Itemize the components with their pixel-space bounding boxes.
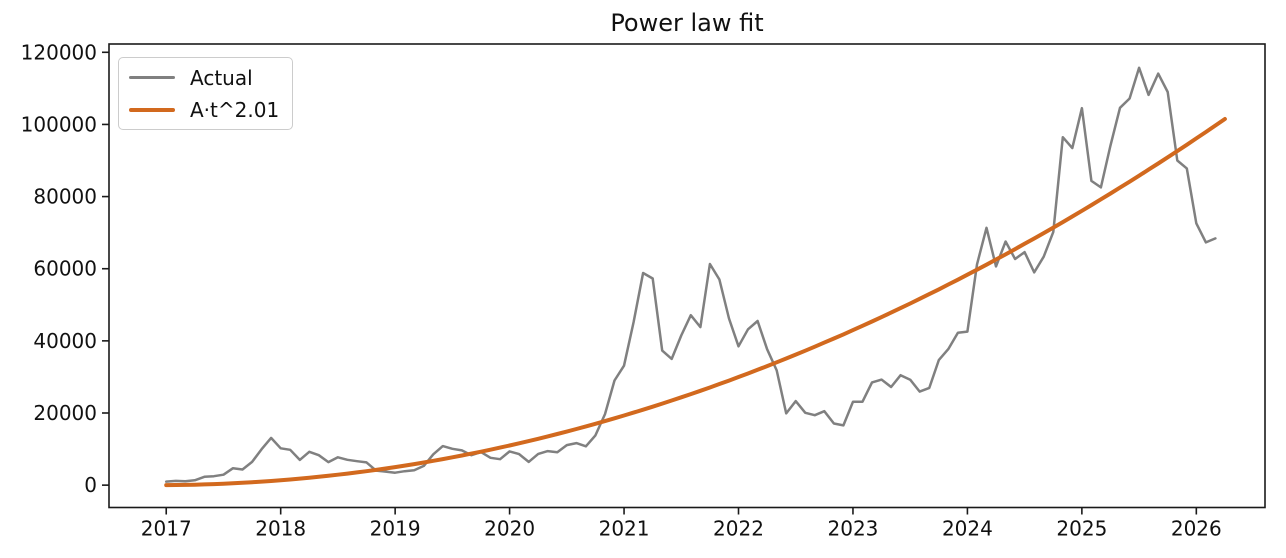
fit-series-line (164, 117, 1227, 488)
y-tick-label: 60000 (33, 257, 97, 281)
x-tick-label: 2020 (484, 517, 535, 541)
x-tick-label: 2023 (828, 517, 879, 541)
y-tick-label: 80000 (33, 185, 97, 209)
y-tick-label: 0 (84, 473, 97, 497)
x-tick-label: 2026 (1171, 517, 1222, 541)
legend: Actual A·t^2.01 (118, 57, 294, 130)
x-tick-label: 2019 (370, 517, 421, 541)
legend-line-swatch (129, 107, 175, 112)
x-tick-label: 2022 (713, 517, 764, 541)
chart-title: Power law fit (610, 9, 764, 37)
plot-frame (108, 43, 1266, 509)
x-tick-label: 2025 (1056, 517, 1107, 541)
y-tick-label: 40000 (33, 329, 97, 353)
x-tick-label: 2021 (599, 517, 650, 541)
y-tick-label: 20000 (33, 401, 97, 425)
x-tick-label: 2017 (141, 517, 192, 541)
legend-item: Actual (129, 66, 279, 89)
legend-item-label: A·t^2.01 (190, 97, 280, 122)
x-tick-label: 2024 (942, 517, 993, 541)
y-tick-label: 120000 (21, 40, 97, 64)
legend-line-swatch (129, 76, 175, 79)
actual-series-line (164, 66, 1217, 483)
legend-item: A·t^2.01 (129, 98, 279, 121)
legend-item-label: Actual (190, 65, 253, 90)
y-tick-label: 100000 (21, 112, 97, 136)
x-tick-label: 2018 (255, 517, 306, 541)
